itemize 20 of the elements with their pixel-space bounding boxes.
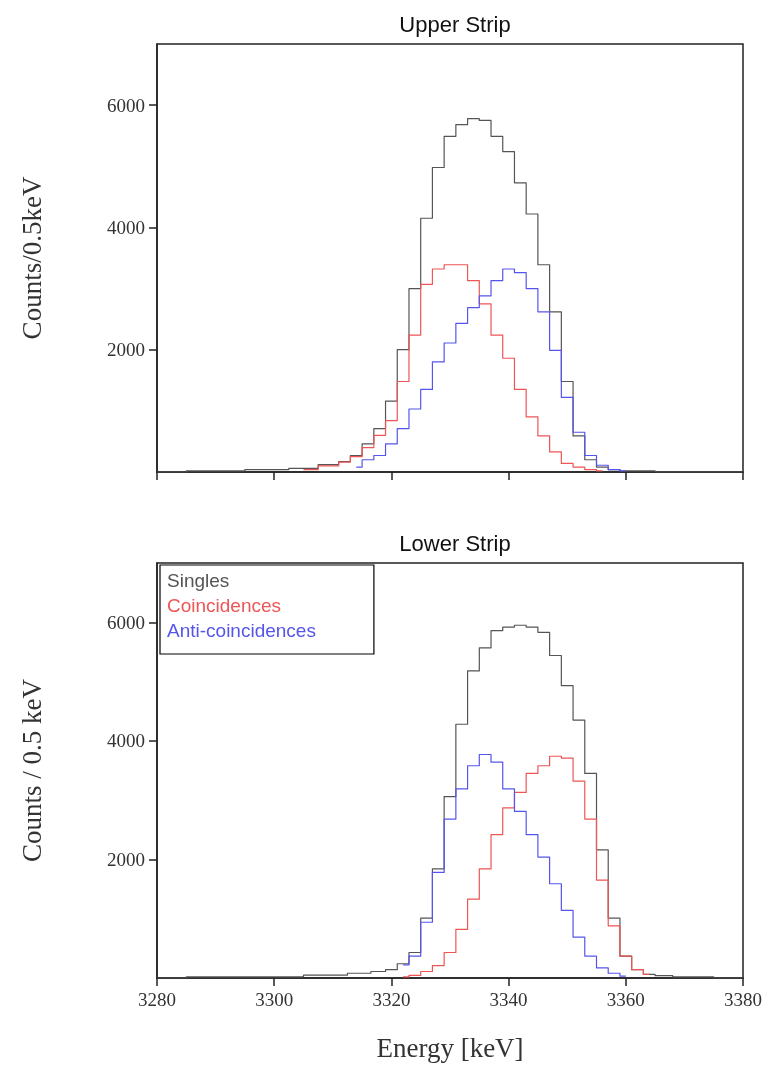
y-tick-label: 6000	[107, 611, 145, 633]
chart-title: Lower Strip	[399, 530, 511, 556]
text: Singles	[167, 570, 230, 591]
x-tick-label: 3380	[724, 989, 762, 1010]
y-tick-label: 4000	[107, 730, 145, 752]
y-tick-label: 6000	[107, 94, 145, 116]
y-tick-label: 4000	[107, 216, 145, 238]
y-axis-title: Counts / 0.5 keV	[16, 678, 47, 863]
text: Coincidences	[167, 595, 282, 616]
chart-title: Upper Strip	[399, 11, 511, 37]
text: Anti-coincidences	[167, 620, 316, 641]
x-tick-label: 3360	[606, 989, 645, 1010]
x-tick-label: 3320	[372, 989, 411, 1010]
y-tick-label: 2000	[107, 339, 145, 361]
y-tick-label: 2000	[107, 848, 145, 870]
x-tick-label: 3280	[138, 989, 176, 1010]
x-tick-label: 3300	[255, 989, 294, 1010]
x-tick-label: 3340	[489, 989, 528, 1010]
x-axis-title: Energy [keV]	[376, 1032, 524, 1063]
y-axis-title: Counts/0.5keV	[16, 176, 47, 340]
